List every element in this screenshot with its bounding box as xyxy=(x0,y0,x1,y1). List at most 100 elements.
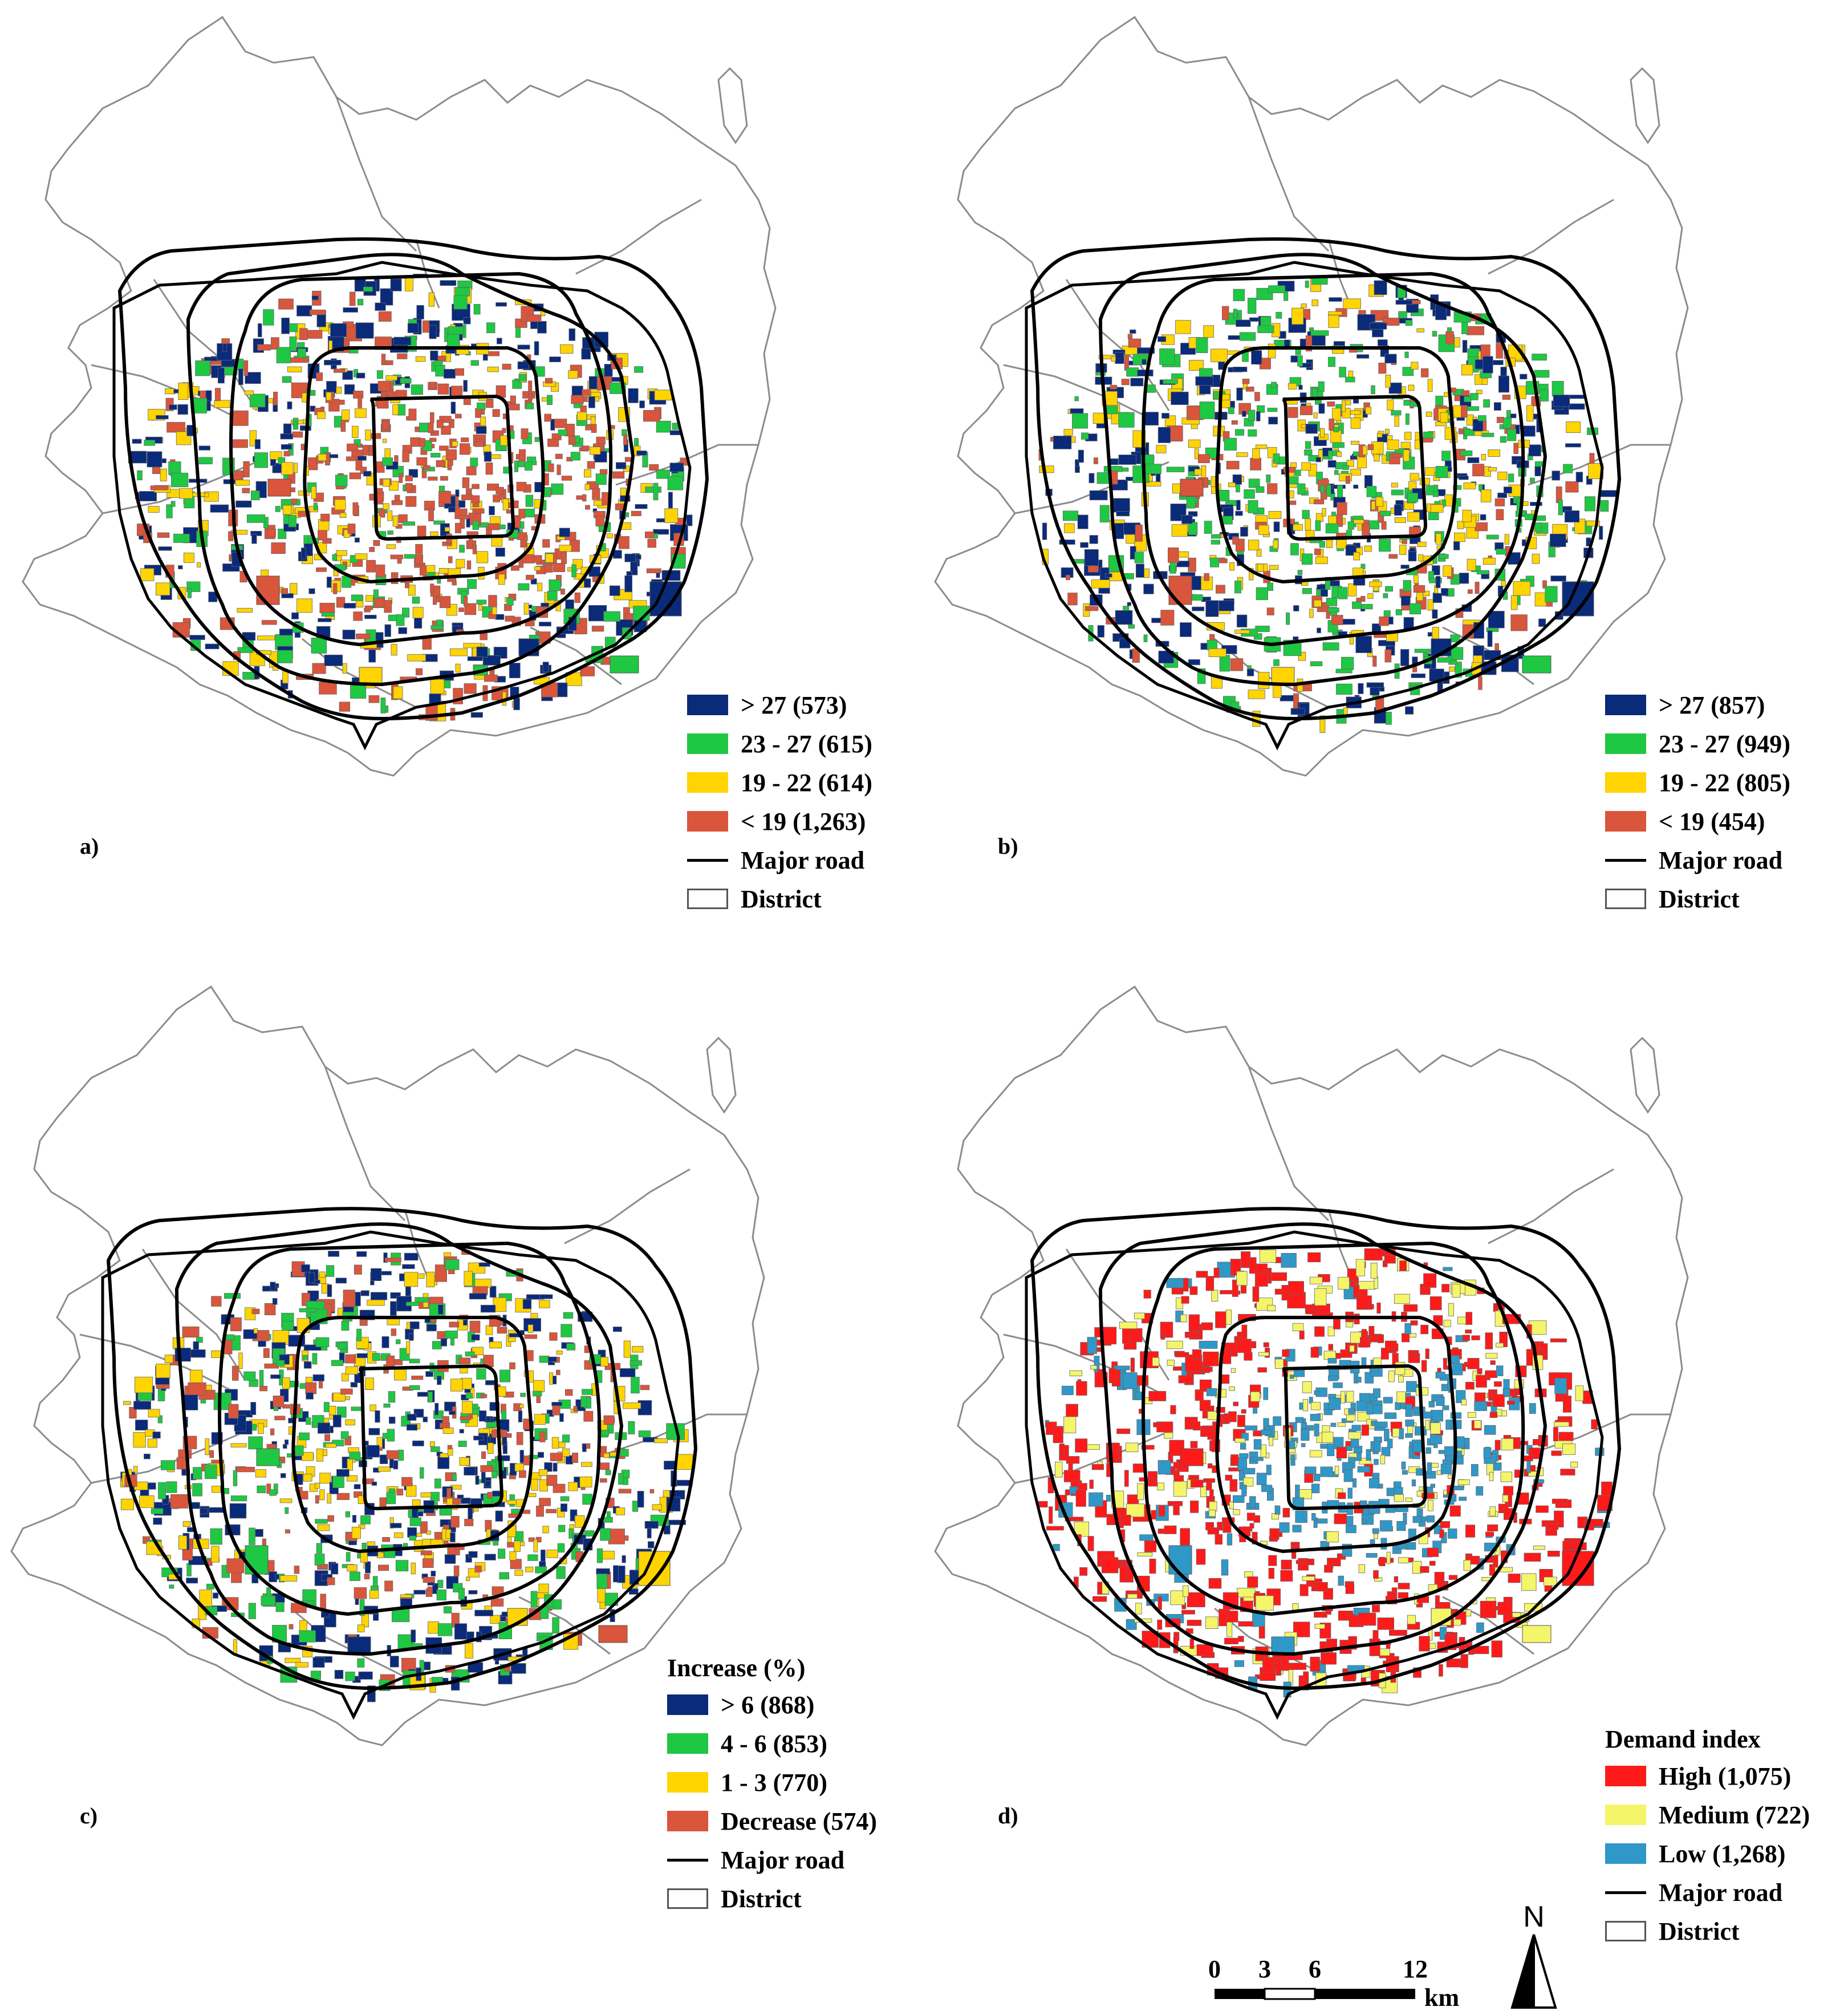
parcel xyxy=(1387,1438,1393,1449)
parcel xyxy=(518,509,526,518)
parcel xyxy=(612,471,625,479)
parcel xyxy=(1405,706,1414,715)
legend-item: > 27 (857) xyxy=(1605,686,1790,724)
legend-a: > 27 (573) 23 - 27 (615) 19 - 22 (614) < 19… xyxy=(687,686,872,918)
parcel xyxy=(1206,1388,1217,1396)
parcel xyxy=(635,504,648,509)
major-road xyxy=(1215,346,1457,584)
parcel xyxy=(1394,415,1399,427)
district-boundary xyxy=(1442,1596,1534,1655)
parcel xyxy=(1317,627,1321,634)
parcel xyxy=(640,1385,650,1390)
parcel xyxy=(501,1410,507,1420)
parcel xyxy=(1315,556,1328,564)
parcel xyxy=(1262,1657,1274,1673)
parcel xyxy=(531,1479,538,1491)
parcel xyxy=(1301,1428,1310,1441)
parcel xyxy=(1302,1381,1312,1393)
parcel xyxy=(173,533,190,543)
parcel xyxy=(1348,1432,1362,1440)
parcel xyxy=(1134,1312,1145,1319)
parcel xyxy=(487,351,500,356)
parcel xyxy=(565,1389,573,1396)
parcel xyxy=(1329,419,1334,431)
parcel xyxy=(263,1348,270,1358)
legend-item: Low (1,268) xyxy=(1605,1834,1810,1873)
parcel xyxy=(449,1410,456,1415)
parcel xyxy=(1350,1332,1362,1344)
parcel xyxy=(1256,411,1261,421)
parcel xyxy=(197,562,201,567)
parcel xyxy=(289,1624,294,1629)
parcel xyxy=(363,471,372,477)
parcel xyxy=(1238,1470,1246,1481)
parcel xyxy=(1236,500,1241,510)
color-swatch xyxy=(687,811,728,832)
parcel xyxy=(1435,1595,1440,1610)
parcel xyxy=(1204,521,1212,534)
parcel xyxy=(345,1366,358,1375)
parcel xyxy=(1599,526,1603,540)
parcel xyxy=(1330,580,1340,586)
parcel xyxy=(292,421,297,426)
parcel xyxy=(1233,1509,1240,1515)
parcel xyxy=(1346,460,1354,467)
parcel xyxy=(381,391,387,399)
parcel xyxy=(135,1420,148,1431)
parcel xyxy=(291,612,299,619)
legend-label: Major road xyxy=(1659,1878,1783,1907)
parcel xyxy=(1358,310,1366,315)
district-box-swatch xyxy=(687,889,728,909)
parcel xyxy=(1351,441,1360,445)
parcel xyxy=(534,566,541,571)
parcel xyxy=(1477,1368,1483,1375)
parcel xyxy=(1554,1510,1564,1528)
parcel xyxy=(495,614,505,620)
parcel xyxy=(1105,573,1112,578)
parcel xyxy=(1135,1603,1142,1615)
parcel xyxy=(1396,1391,1406,1403)
parcel xyxy=(1139,1534,1154,1541)
parcel xyxy=(1416,328,1424,333)
parcel xyxy=(318,618,332,622)
parcel xyxy=(584,578,591,588)
parcel xyxy=(1110,384,1118,390)
district-boundary xyxy=(1327,239,1353,309)
parcel xyxy=(1345,1583,1355,1594)
parcel xyxy=(1427,1499,1433,1511)
parcel xyxy=(1508,473,1514,483)
parcel xyxy=(1199,1400,1211,1412)
parcel xyxy=(1384,1254,1396,1264)
parcel xyxy=(568,328,576,341)
parcel xyxy=(1425,1348,1429,1359)
district-boundary xyxy=(564,1168,691,1244)
parcel xyxy=(1480,1600,1497,1618)
parcel xyxy=(169,404,177,410)
parcel xyxy=(1422,437,1433,443)
parcel xyxy=(1467,1358,1480,1369)
parcel xyxy=(1428,1401,1435,1408)
parcel xyxy=(1248,410,1256,421)
parcel xyxy=(134,1376,153,1393)
parcel xyxy=(1192,1349,1202,1360)
parcel xyxy=(129,1406,137,1419)
parcel xyxy=(1062,510,1079,521)
parcel xyxy=(359,667,383,685)
parcel xyxy=(1267,483,1278,494)
parcel xyxy=(1396,1521,1406,1531)
parcel xyxy=(1362,1519,1367,1524)
parcel xyxy=(1101,1557,1119,1574)
parcel xyxy=(1510,595,1518,610)
parcel xyxy=(561,476,572,481)
parcel xyxy=(1124,1470,1129,1487)
parcel xyxy=(1188,439,1201,448)
parcel xyxy=(328,1406,336,1416)
legend-label: Low (1,268) xyxy=(1659,1839,1786,1868)
parcel xyxy=(1123,1372,1138,1389)
parcel xyxy=(430,1446,440,1452)
parcel xyxy=(249,394,266,408)
parcel xyxy=(251,1308,260,1315)
parcel xyxy=(1453,337,1460,348)
parcel xyxy=(449,1321,460,1328)
parcel xyxy=(481,1451,486,1459)
